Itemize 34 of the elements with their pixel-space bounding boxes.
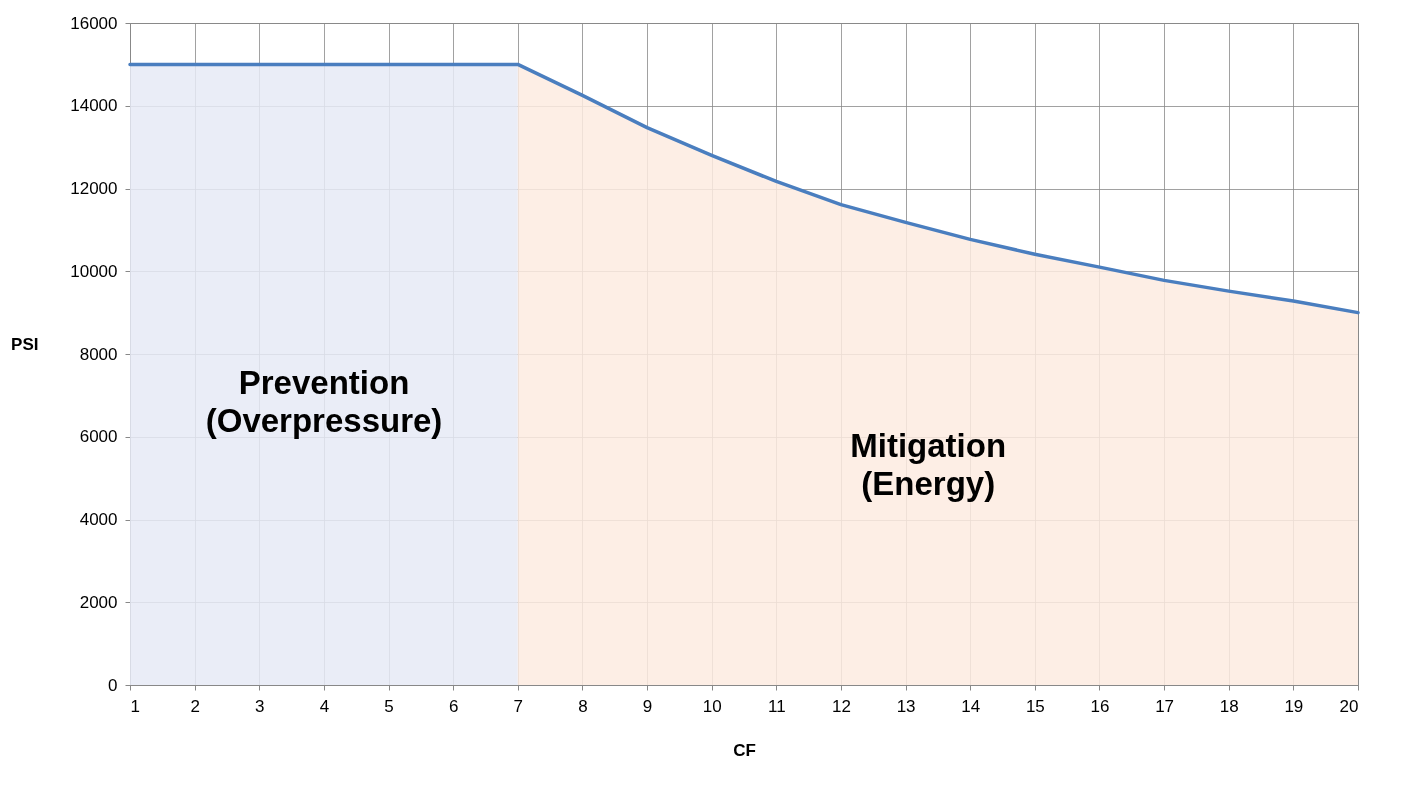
x-tick-label: 13 bbox=[896, 696, 916, 716]
x-tick-label: 16 bbox=[1090, 696, 1110, 716]
x-tick-label: 10 bbox=[702, 696, 722, 716]
x-tick-label: 3 bbox=[255, 696, 265, 716]
y-tick-label: 2000 bbox=[79, 592, 118, 612]
x-tick-label: 18 bbox=[1219, 696, 1239, 716]
x-tick-label: 15 bbox=[1025, 696, 1045, 716]
y-tick-label: 6000 bbox=[79, 427, 118, 447]
y-tick-label: 10000 bbox=[70, 261, 118, 281]
x-tick-label: 20 bbox=[1339, 696, 1359, 716]
x-tick-label: 8 bbox=[578, 696, 588, 716]
y-axis-title: PSI bbox=[11, 334, 39, 354]
y-tick-label: 4000 bbox=[79, 510, 118, 529]
y-tick-label: 14000 bbox=[70, 96, 118, 116]
y-tick-label: 12000 bbox=[70, 179, 118, 198]
line-series bbox=[128, 62, 1360, 315]
x-tick-label: 4 bbox=[319, 696, 330, 716]
x-tick-label: 19 bbox=[1284, 696, 1304, 716]
x-tick-label: 17 bbox=[1155, 696, 1175, 716]
x-tick-label: 5 bbox=[384, 696, 394, 716]
x-tick-label: 11 bbox=[767, 696, 786, 716]
y-tick-label: 16000 bbox=[70, 13, 118, 33]
x-tick-label: 7 bbox=[513, 696, 524, 716]
x-tick-label: 9 bbox=[642, 696, 653, 716]
x-tick-label: 12 bbox=[831, 696, 851, 716]
x-axis-title: CF bbox=[733, 740, 756, 760]
annotation: Mitigation (Energy) bbox=[850, 426, 1007, 502]
x-tick-label: 1 bbox=[130, 696, 140, 716]
annotation: Prevention (Overpressure) bbox=[205, 363, 443, 439]
x-tick-label: 2 bbox=[190, 696, 200, 716]
y-tick-label: 8000 bbox=[79, 344, 118, 364]
x-tick-label: 14 bbox=[961, 696, 981, 716]
y-tick-label: 0 bbox=[108, 675, 118, 695]
x-tick-label: 6 bbox=[448, 696, 459, 716]
